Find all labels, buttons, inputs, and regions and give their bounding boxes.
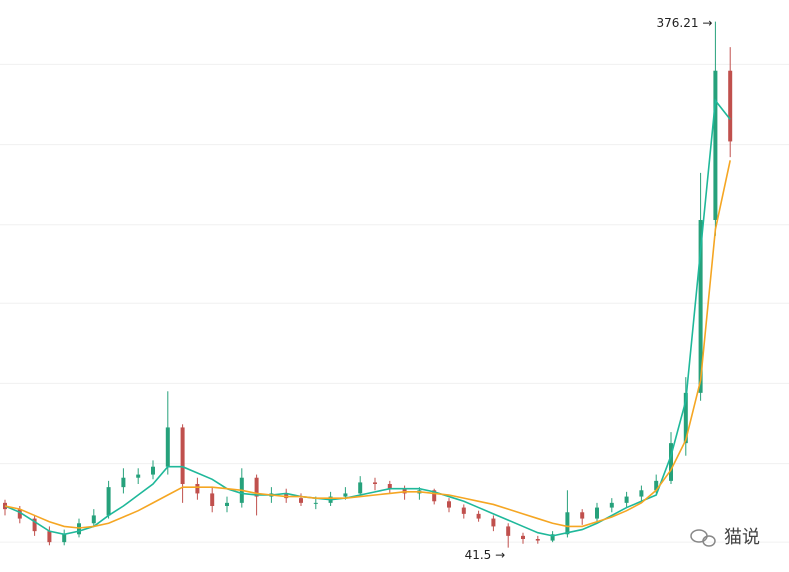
candle-body (550, 534, 555, 541)
candle-body (595, 507, 599, 519)
candle-body (506, 526, 511, 536)
candle-body (136, 474, 141, 478)
candle-body (165, 427, 170, 467)
candle-body (151, 466, 155, 475)
candle-body (654, 480, 659, 491)
candle-body (91, 515, 96, 524)
candle-body (713, 70, 718, 220)
candle-body (461, 507, 466, 514)
min-label: 41.5 → (465, 548, 506, 562)
candle-body (106, 487, 111, 516)
candle-body (535, 539, 540, 541)
candle-body (299, 498, 303, 503)
candle-body (639, 490, 644, 497)
moving-average (4, 98, 731, 537)
candle-body (624, 496, 629, 503)
candle-body (17, 509, 22, 519)
candle-body (47, 531, 52, 543)
candle-body (447, 501, 451, 508)
candle-body (373, 482, 377, 484)
candle-body (62, 534, 67, 543)
candle-body (432, 490, 437, 502)
max-label: 376.21 → (657, 16, 713, 30)
candle-body (580, 512, 585, 519)
candle-body (210, 493, 215, 506)
candle-body (476, 513, 481, 519)
watermark-icon (690, 529, 716, 547)
candle-body (358, 482, 363, 494)
candle-body (565, 512, 570, 535)
moving-average (4, 160, 731, 529)
candle-body (121, 477, 126, 488)
candle-body (683, 392, 688, 444)
candle-body (313, 502, 318, 504)
candle-body (728, 70, 733, 142)
plot: 376.21 → 41.5 → (0, 16, 789, 562)
candle-body (180, 427, 185, 484)
candle-body (254, 477, 259, 497)
candle-body (698, 220, 703, 393)
candle-body (195, 484, 200, 494)
candle-body (521, 535, 525, 539)
candle-body (491, 518, 496, 527)
candle-body (32, 518, 37, 532)
candle-body (387, 484, 392, 489)
candle-body (669, 443, 673, 481)
candle-body (343, 493, 348, 497)
watermark: 猫说 (724, 527, 760, 548)
candle-body (609, 502, 614, 508)
candle-body (225, 502, 229, 506)
